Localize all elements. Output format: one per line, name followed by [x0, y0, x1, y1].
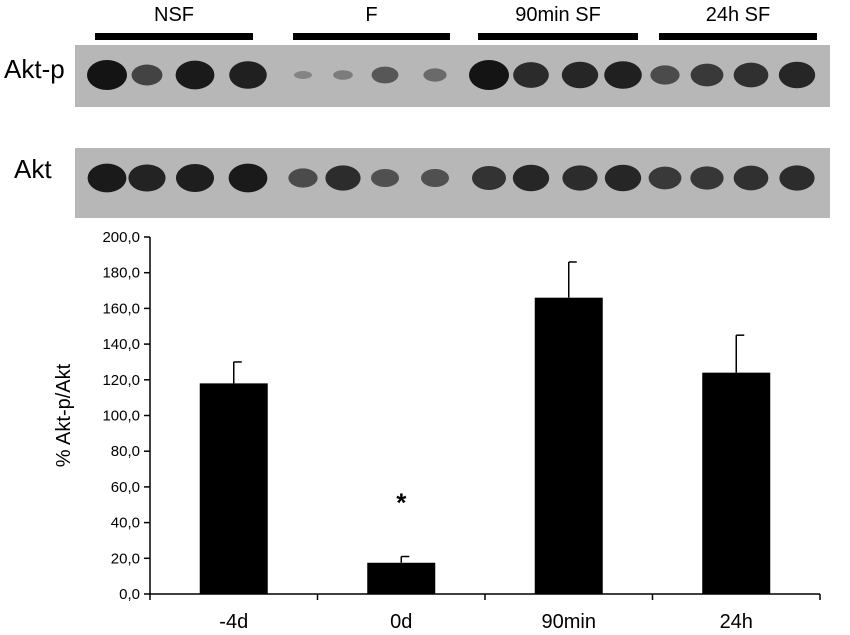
- y-tick-label: 60,0: [111, 479, 140, 496]
- blot-band: [229, 61, 267, 89]
- blot-band: [690, 166, 724, 190]
- blot-band: [423, 68, 447, 82]
- group-line-90min-sf: [478, 33, 638, 40]
- blot-band: [325, 165, 361, 191]
- blot-band: [779, 165, 815, 191]
- blot-band: [87, 60, 127, 90]
- blot-band: [371, 169, 399, 187]
- blot-band: [604, 164, 642, 192]
- x-tick-label: 0d: [390, 611, 412, 633]
- x-tick-label: 24h: [720, 611, 753, 633]
- blot-band: [175, 60, 215, 90]
- blot-band: [469, 60, 509, 90]
- blot-band: [562, 165, 598, 191]
- blot-band: [733, 62, 769, 88]
- group-line-24h-sf: [659, 33, 817, 40]
- blot-band: [648, 166, 682, 190]
- blot-band: [733, 165, 769, 191]
- x-ticks: -4d 0d 90min 24h: [149, 594, 821, 633]
- blot-band: [650, 65, 680, 85]
- blot-band: [333, 70, 353, 80]
- blot-band: [128, 164, 166, 192]
- y-tick-label: 80,0: [111, 443, 140, 460]
- group-label-24h-sf: 24h SF: [705, 4, 771, 26]
- bars: *: [199, 261, 771, 594]
- bar-0d: [367, 562, 436, 594]
- blot-band: [228, 163, 268, 193]
- blot-band: [604, 61, 642, 89]
- y-axis-label: % Akt-p/Akt: [53, 363, 75, 467]
- y-tick-label: 160,0: [102, 300, 140, 317]
- y-tick-label: 100,0: [102, 408, 140, 425]
- blot-band: [175, 163, 215, 193]
- western-blot-akt: [75, 148, 830, 218]
- x-tick-label: -4d: [219, 611, 248, 633]
- blot-band: [513, 62, 549, 88]
- y-tick-label: 120,0: [102, 372, 140, 389]
- y-ticks: 0,0 20,0 40,0 60,0 80,0 100,0 120,0 140,0 160,0 1…: [102, 229, 150, 603]
- blot-band: [87, 163, 127, 193]
- group-line-f: [293, 33, 450, 40]
- blot-band: [690, 63, 724, 87]
- significance-marker: *: [396, 488, 407, 518]
- group-label-f: F: [365, 4, 378, 26]
- bar-24h: [702, 372, 771, 594]
- blot-band: [131, 64, 163, 86]
- blot-band: [472, 166, 506, 190]
- western-blot-akt-p: [75, 45, 830, 107]
- y-tick-label: 200,0: [102, 229, 140, 246]
- blot-band: [371, 66, 399, 84]
- blot-band: [294, 71, 312, 79]
- y-tick-label: 180,0: [102, 265, 140, 282]
- blot-band: [512, 164, 550, 192]
- group-line-nsf: [95, 33, 253, 40]
- blot-row-label-akt: Akt: [14, 154, 52, 184]
- blot-band: [561, 61, 599, 89]
- y-tick-label: 0,0: [119, 586, 140, 603]
- group-label-nsf: NSF: [154, 4, 194, 26]
- blot-band: [778, 61, 816, 89]
- y-tick-label: 20,0: [111, 550, 140, 567]
- x-tick-label: 90min: [542, 611, 596, 633]
- y-tick-label: 140,0: [102, 336, 140, 353]
- blot-band: [288, 168, 318, 188]
- bar-90min: [534, 297, 603, 594]
- blot-band: [421, 169, 449, 187]
- y-tick-label: 40,0: [111, 515, 140, 532]
- blot-row-label-akt-p: Akt-p: [4, 54, 65, 84]
- group-label-90min-sf: 90min SF: [515, 4, 601, 26]
- bar--4d: [199, 383, 268, 594]
